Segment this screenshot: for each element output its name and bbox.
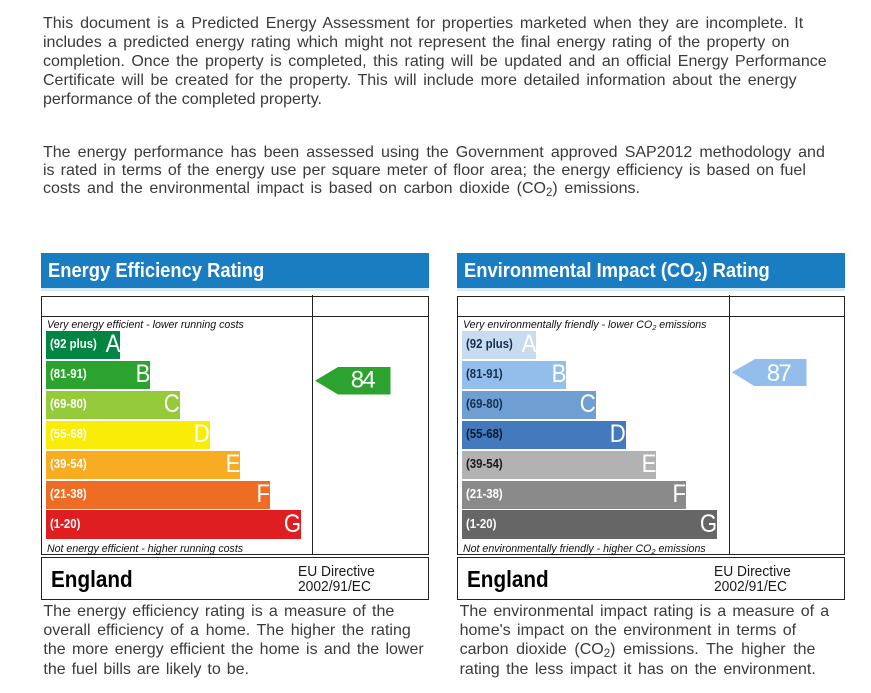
- svg-text:84: 84: [350, 367, 375, 393]
- svg-text:87: 87: [767, 360, 792, 387]
